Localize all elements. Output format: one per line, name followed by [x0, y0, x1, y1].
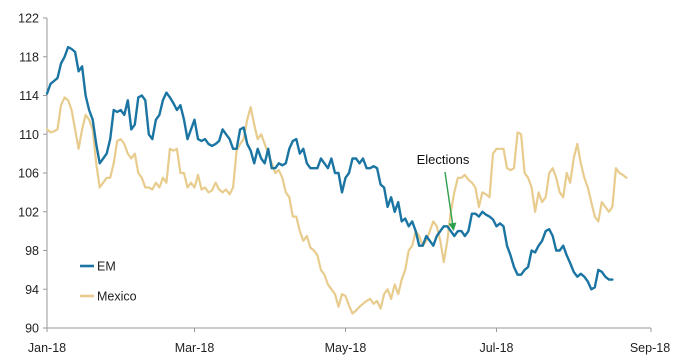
series-line-em [45, 45, 614, 291]
x-tick-label: May-18 [325, 341, 367, 355]
y-tick-label: 110 [19, 128, 39, 142]
annotation-layer: Elections [417, 152, 470, 231]
legend: EM Mexico [80, 260, 137, 304]
annotation-label: Elections [417, 152, 470, 167]
y-axis: 90 94 98 102 106 110 114 118 122 [18, 12, 48, 336]
y-tick-label: 122 [18, 12, 39, 26]
series-line-mexico [45, 96, 628, 315]
y-tick-label: 106 [18, 167, 39, 181]
x-tick-label: Jul-18 [479, 341, 513, 355]
y-tick-label: 94 [25, 283, 39, 297]
y-tick-label: 114 [19, 89, 39, 103]
y-tick-label: 102 [18, 205, 39, 219]
annotation-arrow [444, 171, 457, 231]
y-tick-label: 118 [19, 50, 39, 64]
legend-label-mexico: Mexico [97, 290, 137, 304]
x-tick-label: Sep-18 [630, 341, 670, 355]
x-tick-label: Jan-18 [28, 341, 66, 355]
x-axis: Jan-18 Mar-18 May-18 Jul-18 Sep-18 [28, 327, 670, 355]
y-tick-label: 90 [25, 322, 39, 336]
y-tick-label: 98 [25, 244, 39, 258]
x-tick-label: Mar-18 [175, 341, 215, 355]
legend-label-em: EM [97, 260, 116, 274]
series-layer [45, 45, 628, 315]
